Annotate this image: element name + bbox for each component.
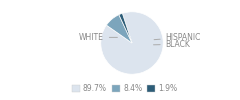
Wedge shape (106, 15, 132, 43)
Text: HISPANIC: HISPANIC (154, 33, 201, 42)
Text: WHITE: WHITE (79, 33, 117, 42)
Legend: 89.7%, 8.4%, 1.9%: 89.7%, 8.4%, 1.9% (69, 81, 180, 96)
Wedge shape (101, 12, 163, 74)
Wedge shape (119, 13, 132, 43)
Text: BLACK: BLACK (154, 40, 191, 49)
